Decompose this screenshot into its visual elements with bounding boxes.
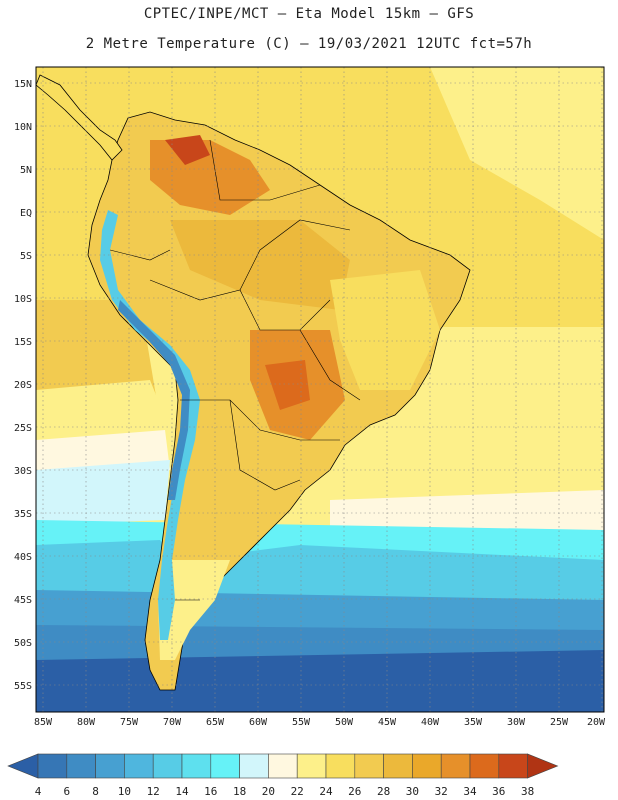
colorbar-label: 32: [435, 785, 448, 798]
lon-label: 85W: [34, 717, 53, 728]
colorbar-label: 18: [233, 785, 246, 798]
patagonia-cool-area: [158, 560, 230, 660]
colorbar-swatch: [239, 753, 269, 779]
lon-label: 40W: [421, 717, 440, 728]
central-america-land: [36, 74, 123, 161]
lat-label: 5S: [20, 251, 32, 262]
colorbar-label: 24: [319, 785, 333, 798]
colorbar-label: 16: [204, 785, 217, 798]
colorbar-swatch: [95, 753, 125, 779]
latitude-labels: 15N 10N 5N EQ 5S 10S 15S 20S 25S 30S 35S…: [14, 79, 32, 692]
colorbar-swatch: [325, 753, 356, 779]
lon-label: 30W: [507, 717, 526, 728]
colorbar-swatch: [124, 753, 154, 779]
colorbar-swatch: [268, 753, 298, 779]
lat-label: 30S: [14, 466, 32, 477]
map-plot-area: [36, 67, 604, 712]
colorbar-label: 6: [63, 785, 70, 798]
longitude-labels: 85W 80W 75W 70W 65W 60W 55W 50W 45W 40W …: [34, 717, 606, 728]
colorbar-swatch: [440, 753, 471, 779]
plot-frame: [35, 66, 605, 713]
colorbar-label: 34: [463, 785, 477, 798]
lon-label: 20W: [587, 717, 606, 728]
colorbar-label: 12: [147, 785, 160, 798]
colorbar-swatch: [66, 753, 96, 779]
lat-label: 20S: [14, 380, 32, 391]
lat-label: 15S: [14, 337, 32, 348]
colorbar-label: 14: [175, 785, 189, 798]
colorbar-label: 8: [92, 785, 99, 798]
andes-cold-strip: [100, 210, 200, 640]
lon-label: 75W: [120, 717, 139, 728]
lat-label: 5N: [20, 165, 32, 176]
colorbar-label: 10: [118, 785, 131, 798]
lat-label: 35S: [14, 509, 32, 520]
colorbar-label: 36: [492, 785, 505, 798]
colorbar-swatch: [152, 753, 183, 779]
colorbar-label: 20: [262, 785, 275, 798]
colorbar-swatch: [469, 753, 500, 779]
pacific-band-20: [36, 460, 170, 525]
lat-label: 25S: [14, 423, 32, 434]
colorbar-label: 22: [291, 785, 304, 798]
ocean-atlantic-north: [430, 67, 604, 240]
colorbar-label: 4: [35, 785, 42, 798]
colorbar-swatch: [210, 753, 240, 779]
colorbar-low-arrow: [7, 753, 39, 779]
colorbar-label: 30: [406, 785, 419, 798]
southern-band-4: [36, 650, 604, 712]
lon-label: 55W: [292, 717, 311, 728]
colorbar-swatch: [354, 753, 384, 779]
pacific-band-24: [36, 380, 170, 440]
venezuela-core: [165, 135, 210, 165]
colorbar-swatch: [37, 753, 68, 779]
lon-label: 65W: [206, 717, 225, 728]
lat-label: 45S: [14, 595, 32, 606]
andes-cold-core: [118, 300, 190, 500]
southeast-warm-area: [330, 270, 440, 390]
lon-label: 60W: [249, 717, 268, 728]
colorbar-high-arrow: [527, 753, 559, 779]
colorbar-swatch: [383, 753, 413, 779]
colorbar-swatch: [181, 753, 212, 779]
lon-label: 50W: [335, 717, 354, 728]
lon-label: 35W: [464, 717, 483, 728]
country-borders: [109, 139, 361, 601]
graticule: [36, 67, 604, 712]
lat-label: 10S: [14, 294, 32, 305]
map-title-line2: 2 Metre Temperature (C) – 19/03/2021 12U…: [85, 36, 533, 52]
pantanal-core: [265, 360, 310, 410]
colorbar: 4 6 8 10 12 14 16 18 20 22 24 26 28 30 32 34 36 38: [7, 753, 559, 798]
lat-label: 50S: [14, 638, 32, 649]
colorbar-label: 26: [348, 785, 361, 798]
colorbar-swatch: [412, 753, 442, 779]
lon-label: 25W: [550, 717, 569, 728]
lat-label: 55S: [14, 681, 32, 692]
lat-label: EQ: [20, 208, 32, 219]
colorbar-swatch: [498, 753, 528, 779]
lon-label: 80W: [77, 717, 96, 728]
colorbar-swatch: [296, 753, 327, 779]
colorbar-label: 28: [377, 785, 390, 798]
lon-label: 70W: [163, 717, 182, 728]
lat-label: 40S: [14, 552, 32, 563]
map-title-line1: CPTEC/INPE/MCT – Eta Model 15km – GFS: [143, 6, 475, 22]
colorbar-label: 38: [521, 785, 534, 798]
lat-label: 15N: [14, 79, 32, 90]
lon-label: 45W: [378, 717, 397, 728]
lat-label: 10N: [14, 122, 32, 133]
